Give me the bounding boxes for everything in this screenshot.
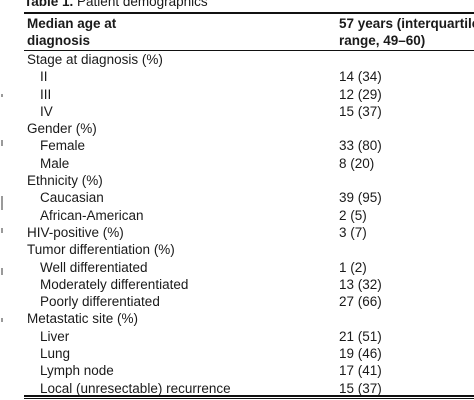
- row-label: II: [40, 69, 48, 85]
- table-row-subitem: Lymph node 17 (41): [0, 362, 474, 379]
- row-label: Poorly differentiated: [40, 294, 160, 310]
- row-label: Tumor differentiation (%): [27, 242, 175, 258]
- row-value: 14 (34): [339, 69, 382, 85]
- page-edge-artifacts: [0, 0, 6, 400]
- table-row-subitem: Poorly differentiated 27 (66): [0, 293, 474, 310]
- row-label: III: [40, 86, 52, 102]
- table-row-subitem: Well differentiated 1 (2): [0, 259, 474, 276]
- row-value: 15 (37): [339, 380, 382, 396]
- table-row-category: Tumor differentiation (%): [0, 241, 474, 258]
- header-value-line-1: 57 years (interquartile: [339, 16, 474, 31]
- table-row-subitem: Liver 21 (51): [0, 328, 474, 345]
- table-row-subitem: Moderately differentiated 13 (32): [0, 276, 474, 293]
- row-value: 12 (29): [339, 86, 382, 102]
- row-label: Lung: [40, 346, 71, 362]
- table-row-subitem: II 14 (34): [0, 68, 474, 85]
- table-row-category: HIV-positive (%) 3 (7): [0, 224, 474, 241]
- row-value: 21 (51): [339, 328, 382, 344]
- table-row-category: Stage at diagnosis (%): [0, 51, 474, 68]
- row-label: African-American: [40, 207, 144, 223]
- row-value: 3 (7): [339, 224, 367, 240]
- table-row-category: Gender (%): [0, 120, 474, 137]
- table-row-subitem: Lung 19 (46): [0, 345, 474, 362]
- table-row-subitem: African-American 2 (5): [0, 207, 474, 224]
- table-row-subitem: Female 33 (80): [0, 137, 474, 154]
- table-header-rule: [24, 50, 474, 51]
- row-value: 27 (66): [339, 294, 382, 310]
- row-label: Metastatic site (%): [27, 311, 139, 327]
- row-label: Local (unresectable) recurrence: [40, 380, 231, 396]
- row-value: 39 (95): [339, 190, 382, 206]
- row-label: Moderately differentiated: [40, 276, 189, 292]
- row-value: 1 (2): [339, 259, 367, 275]
- table-bottom-rule: [24, 395, 474, 397]
- row-label: IV: [40, 103, 53, 119]
- row-value: 15 (37): [339, 103, 382, 119]
- table-header-row: Median age at diagnosis 57 years (interq…: [0, 14, 474, 50]
- row-label: Lymph node: [40, 363, 114, 379]
- table-body: Stage at diagnosis (%) II 14 (34) III 12 (29…: [0, 51, 474, 397]
- row-label: HIV-positive (%): [27, 224, 124, 240]
- row-label: Stage at diagnosis (%): [27, 52, 163, 67]
- table-caption-title: Patient demographics: [77, 0, 208, 9]
- table-caption: Table 1. Patient demographics: [24, 0, 208, 10]
- row-label: Female: [40, 138, 86, 154]
- table-row-category: Metastatic site (%): [0, 310, 474, 327]
- header-median-age-value: 57 years (interquartile range, 49–60): [339, 15, 474, 49]
- row-value: 19 (46): [339, 346, 382, 362]
- table-caption-number: Table 1.: [24, 0, 74, 9]
- header-median-age-label: Median age at diagnosis: [27, 16, 117, 48]
- row-label: Well differentiated: [40, 259, 148, 275]
- row-value: 33 (80): [339, 138, 382, 154]
- row-label: Caucasian: [40, 190, 104, 206]
- row-label: Male: [40, 155, 70, 171]
- row-label: Liver: [40, 328, 70, 344]
- table-top-rule: [24, 12, 474, 14]
- table-row-subitem: Caucasian 39 (95): [0, 189, 474, 206]
- row-value: 8 (20): [339, 155, 375, 171]
- header-value-line-2: range, 49–60): [339, 33, 426, 48]
- table-row-subitem: Local (unresectable) recurrence 15 (37): [0, 380, 474, 397]
- table-row-subitem: III 12 (29): [0, 86, 474, 103]
- row-value: 2 (5): [339, 207, 367, 223]
- table-row-subitem: Male 8 (20): [0, 155, 474, 172]
- row-value: 17 (41): [339, 363, 382, 379]
- table-row-subitem: IV 15 (37): [0, 103, 474, 120]
- row-label: Gender (%): [27, 121, 97, 137]
- row-value: 13 (32): [339, 276, 382, 292]
- table-row-category: Ethnicity (%): [0, 172, 474, 189]
- row-label: Ethnicity (%): [27, 173, 103, 189]
- table-bottom-rule-secondary: [24, 398, 474, 399]
